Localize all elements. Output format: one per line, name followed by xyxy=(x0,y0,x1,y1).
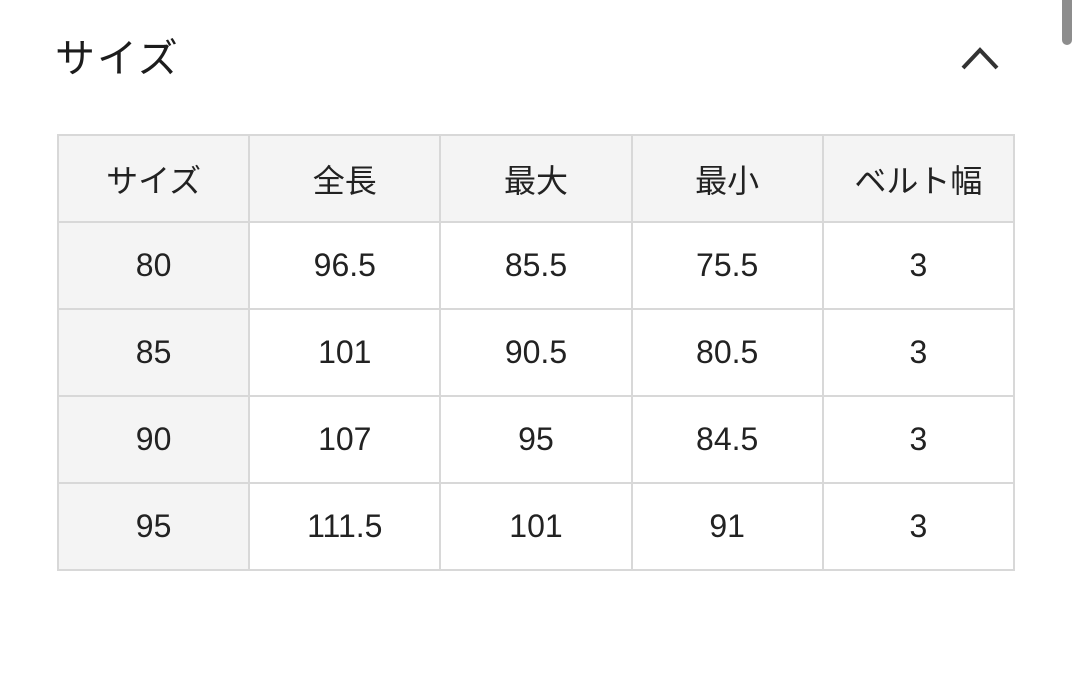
cell-max: 101 xyxy=(439,482,633,571)
cell-size: 95 xyxy=(56,482,251,571)
cell-size: 90 xyxy=(56,395,251,484)
column-header-size: サイズ xyxy=(56,134,251,223)
cell-max: 90.5 xyxy=(439,308,633,397)
cell-size: 80 xyxy=(56,221,251,310)
cell-belt-width: 3 xyxy=(821,221,1016,310)
size-section-header: サイズ xyxy=(0,0,1080,84)
cell-min: 80.5 xyxy=(630,308,824,397)
cell-total-length: 107 xyxy=(248,395,442,484)
cell-size: 85 xyxy=(56,308,251,397)
cell-belt-width: 3 xyxy=(821,482,1016,571)
cell-total-length: 101 xyxy=(248,308,442,397)
table-row: 95 111.5 101 91 3 xyxy=(56,482,1016,571)
cell-max: 95 xyxy=(439,395,633,484)
cell-min: 91 xyxy=(630,482,824,571)
table-row: 80 96.5 85.5 75.5 3 xyxy=(56,221,1016,310)
cell-min: 75.5 xyxy=(630,221,824,310)
cell-total-length: 111.5 xyxy=(248,482,442,571)
cell-belt-width: 3 xyxy=(821,308,1016,397)
collapse-section-button[interactable] xyxy=(958,44,1002,74)
column-header-belt-width: ベルト幅 xyxy=(821,134,1016,223)
cell-min: 84.5 xyxy=(630,395,824,484)
chevron-up-icon xyxy=(958,44,1002,74)
cell-total-length: 96.5 xyxy=(248,221,442,310)
size-section-title: サイズ xyxy=(55,37,180,81)
size-chart-table: サイズ 全長 最大 最小 ベルト幅 80 96.5 85.5 75.5 3 85… xyxy=(56,134,1016,571)
column-header-max: 最大 xyxy=(439,134,633,223)
column-header-total-length: 全長 xyxy=(248,134,442,223)
cell-max: 85.5 xyxy=(439,221,633,310)
scrollbar-thumb[interactable] xyxy=(1062,0,1072,45)
table-row: 85 101 90.5 80.5 3 xyxy=(56,308,1016,397)
table-row: 90 107 95 84.5 3 xyxy=(56,395,1016,484)
column-header-min: 最小 xyxy=(630,134,824,223)
table-header-row: サイズ 全長 最大 最小 ベルト幅 xyxy=(56,134,1016,223)
cell-belt-width: 3 xyxy=(821,395,1016,484)
